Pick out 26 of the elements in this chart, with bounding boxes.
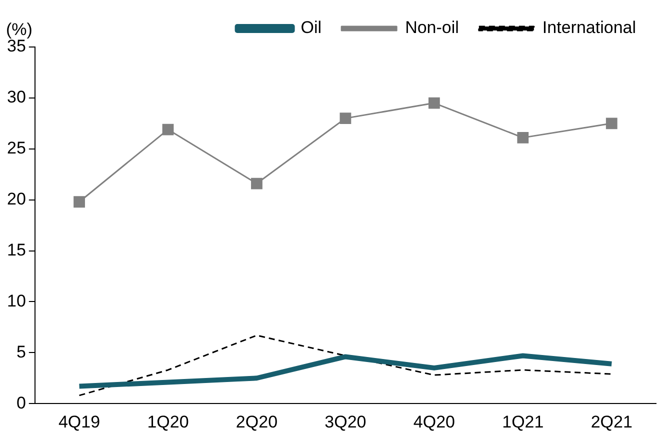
x-tick-label: 4Q20	[413, 412, 455, 432]
point	[340, 112, 352, 124]
x-tick-label: 3Q20	[324, 412, 366, 432]
y-tick-label: 0	[16, 393, 26, 412]
x-tick-label: 1Q20	[147, 412, 189, 432]
line-series	[78, 334, 612, 396]
y-tick-label: 30	[6, 88, 26, 107]
x-tick-label: 2Q20	[236, 412, 278, 432]
y-axis-title: (%)	[6, 20, 32, 40]
y-tick-label: 20	[6, 190, 26, 209]
y-tick-label: 25	[6, 138, 26, 158]
legend-label: Non-oil	[405, 18, 459, 38]
point	[162, 124, 174, 136]
y-tick-label: 5	[16, 342, 26, 362]
x-tick-label: 1Q21	[502, 412, 544, 432]
point	[606, 118, 618, 130]
point	[428, 97, 440, 109]
point	[251, 178, 262, 190]
x-tick-label: 2Q21	[590, 412, 632, 432]
point	[517, 132, 529, 144]
legend-label: International	[542, 18, 636, 38]
legend-label: Oil	[300, 18, 322, 38]
y-tick-label: 15	[6, 240, 26, 260]
point	[74, 196, 85, 208]
y-tick-label: 10	[6, 291, 26, 310]
x-tick-label: 4Q19	[58, 412, 100, 432]
